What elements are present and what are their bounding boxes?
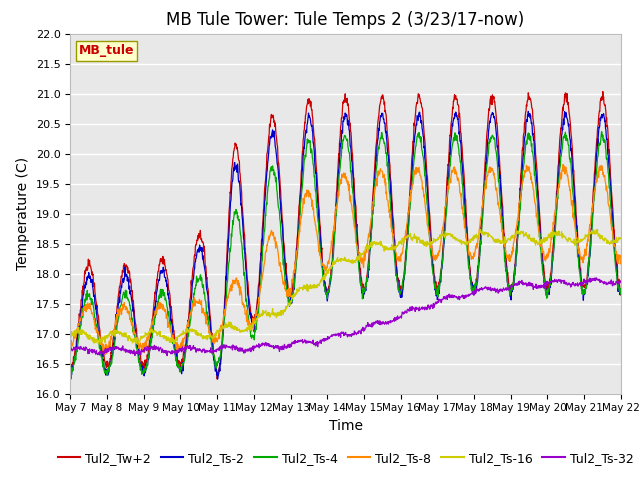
Tul2_Ts-8 — [569, 206, 577, 212]
Tul2_Ts-16 — [521, 231, 529, 237]
Tul2_Ts-2 — [521, 134, 529, 140]
Tul2_Ts-16 — [617, 235, 625, 241]
Tul2_Tw+2 — [67, 360, 74, 365]
Tul2_Ts-32 — [431, 303, 438, 309]
Tul2_Ts-32 — [521, 281, 529, 287]
Tul2_Ts-32 — [296, 338, 304, 344]
Tul2_Ts-32 — [189, 346, 196, 352]
Tul2_Ts-16 — [283, 305, 291, 311]
Line: Tul2_Tw+2: Tul2_Tw+2 — [70, 92, 621, 379]
Tul2_Tw+2 — [568, 144, 576, 150]
Tul2_Ts-4 — [189, 303, 196, 309]
Tul2_Ts-8 — [617, 258, 625, 264]
Tul2_Ts-2 — [283, 277, 291, 283]
Tul2_Ts-2 — [431, 280, 438, 286]
Line: Tul2_Ts-8: Tul2_Ts-8 — [70, 165, 621, 355]
Title: MB Tule Tower: Tule Temps 2 (3/23/17-now): MB Tule Tower: Tule Temps 2 (3/23/17-now… — [166, 11, 525, 29]
Line: Tul2_Ts-32: Tul2_Ts-32 — [70, 278, 621, 356]
Tul2_Ts-16 — [568, 239, 576, 244]
Tul2_Ts-8 — [296, 221, 304, 227]
Tul2_Ts-4 — [598, 129, 605, 134]
Tul2_Ts-8 — [189, 303, 196, 309]
Tul2_Ts-8 — [283, 288, 291, 294]
Tul2_Ts-16 — [594, 227, 602, 232]
Tul2_Ts-32 — [163, 353, 171, 359]
Tul2_Tw+2 — [296, 191, 304, 197]
Y-axis label: Temperature (C): Temperature (C) — [16, 157, 30, 270]
Tul2_Ts-4 — [568, 185, 576, 191]
Tul2_Tw+2 — [283, 272, 291, 278]
Tul2_Ts-2 — [188, 287, 196, 292]
Tul2_Ts-4 — [521, 152, 529, 157]
Tul2_Ts-2 — [296, 203, 304, 208]
Tul2_Ts-8 — [521, 168, 529, 173]
Tul2_Ts-2 — [524, 108, 532, 114]
Tul2_Tw+2 — [521, 120, 529, 126]
Tul2_Ts-32 — [592, 275, 600, 281]
Tul2_Ts-8 — [67, 350, 74, 356]
Tul2_Ts-2 — [67, 373, 74, 379]
Tul2_Ts-2 — [569, 169, 577, 175]
Tul2_Ts-16 — [431, 238, 438, 243]
Text: MB_tule: MB_tule — [79, 44, 134, 58]
Tul2_Ts-8 — [559, 162, 567, 168]
Tul2_Ts-32 — [568, 280, 576, 286]
Tul2_Tw+2 — [213, 376, 221, 382]
Tul2_Ts-4 — [617, 291, 625, 297]
Tul2_Tw+2 — [431, 275, 438, 280]
Tul2_Ts-2 — [214, 376, 221, 382]
Tul2_Ts-4 — [296, 212, 304, 217]
Tul2_Ts-16 — [296, 286, 304, 291]
Tul2_Ts-16 — [67, 334, 74, 339]
Tul2_Tw+2 — [617, 292, 625, 298]
Tul2_Tw+2 — [188, 278, 196, 284]
Tul2_Ts-8 — [431, 253, 438, 259]
Tul2_Ts-4 — [67, 376, 75, 382]
Tul2_Ts-32 — [67, 347, 74, 353]
Tul2_Ts-8 — [101, 352, 109, 358]
Tul2_Ts-4 — [67, 372, 74, 377]
X-axis label: Time: Time — [328, 419, 363, 433]
Line: Tul2_Ts-2: Tul2_Ts-2 — [70, 111, 621, 379]
Line: Tul2_Ts-16: Tul2_Ts-16 — [70, 229, 621, 344]
Tul2_Ts-32 — [283, 346, 291, 351]
Tul2_Ts-4 — [283, 288, 291, 294]
Tul2_Ts-32 — [617, 278, 625, 284]
Line: Tul2_Ts-4: Tul2_Ts-4 — [70, 132, 621, 379]
Tul2_Ts-4 — [431, 280, 438, 286]
Tul2_Ts-16 — [189, 329, 196, 335]
Tul2_Ts-2 — [617, 290, 625, 296]
Tul2_Tw+2 — [599, 89, 607, 95]
Legend: Tul2_Tw+2, Tul2_Ts-2, Tul2_Ts-4, Tul2_Ts-8, Tul2_Ts-16, Tul2_Ts-32: Tul2_Tw+2, Tul2_Ts-2, Tul2_Ts-4, Tul2_Ts… — [52, 447, 639, 469]
Tul2_Ts-16 — [170, 341, 178, 347]
